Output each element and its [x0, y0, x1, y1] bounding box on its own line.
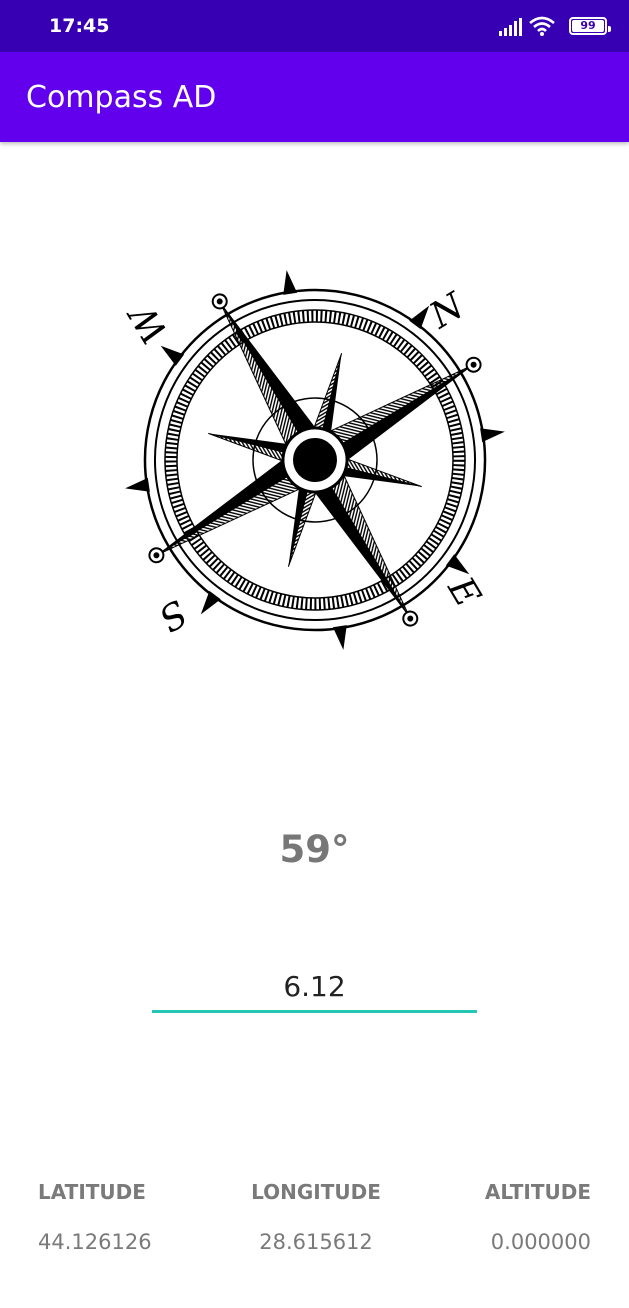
battery-icon: 99 — [569, 17, 611, 35]
cardinal-points — [148, 293, 482, 627]
heading-degrees: 59° — [279, 828, 350, 871]
outer-spikes — [125, 270, 505, 650]
wifi-icon — [529, 16, 555, 36]
south-label: S — [151, 591, 193, 639]
west-label: W — [121, 295, 177, 350]
app-title: Compass AD — [26, 80, 217, 115]
compass-rose: N E S W — [121, 270, 505, 650]
latitude-column: LATITUDE 44.126126 — [38, 1180, 218, 1254]
center-dot — [293, 438, 337, 482]
battery-level: 99 — [580, 19, 596, 32]
altitude-column: ALTITUDE 0.000000 — [411, 1180, 591, 1254]
app-bar: Compass AD — [0, 52, 629, 142]
battery-fill — [572, 20, 604, 32]
latitude-label: LATITUDE — [38, 1180, 146, 1204]
altitude-label: ALTITUDE — [484, 1180, 591, 1204]
altitude-value: 0.000000 — [490, 1230, 591, 1254]
longitude-label: LONGITUDE — [251, 1180, 381, 1204]
battery-tip — [608, 26, 611, 32]
signal-icon — [499, 18, 522, 36]
east-label: E — [439, 570, 488, 615]
status-time: 17:45 — [49, 15, 110, 37]
longitude-column: LONGITUDE 28.615612 — [226, 1180, 406, 1254]
north-label: N — [422, 285, 472, 338]
declination-input[interactable] — [152, 962, 477, 1013]
latitude-value: 44.126126 — [38, 1230, 152, 1254]
status-bar: 17:45 99 — [0, 0, 629, 52]
status-icons: 99 — [487, 14, 611, 40]
longitude-value: 28.615612 — [259, 1230, 373, 1254]
